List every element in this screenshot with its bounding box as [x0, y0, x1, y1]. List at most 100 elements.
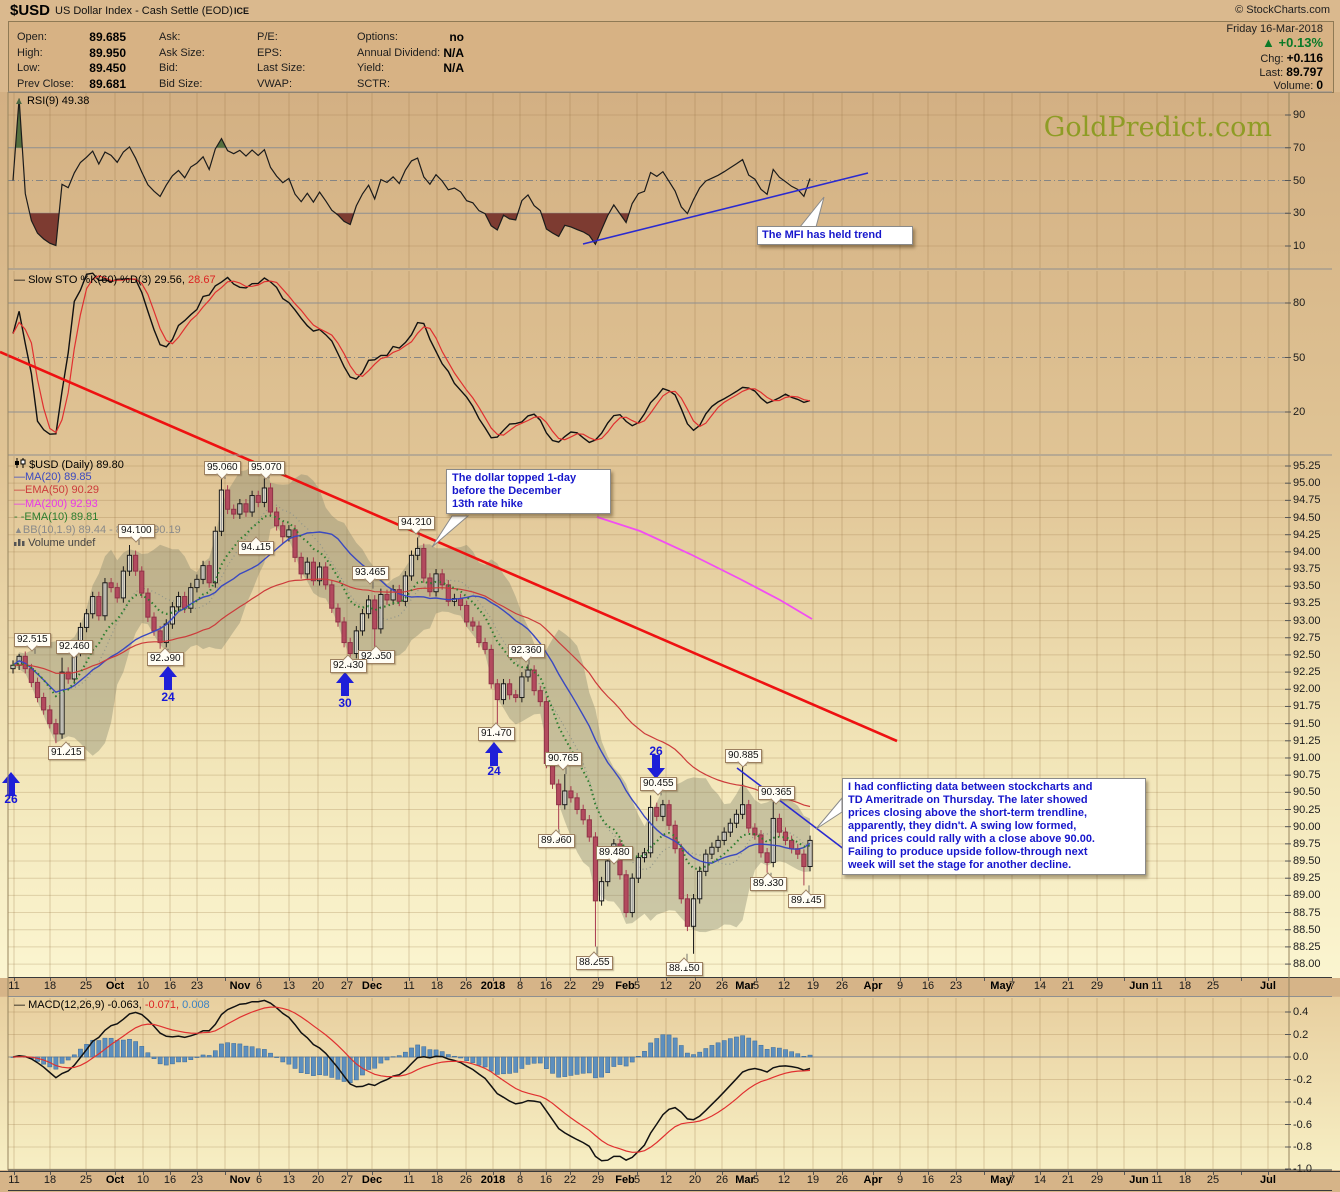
axis-tick: [1124, 1172, 1125, 1175]
axis-tick: [873, 978, 874, 981]
axis-tick: [546, 978, 547, 981]
axis-tick: [1012, 1172, 1013, 1175]
x-axis-label: 18: [43, 980, 57, 992]
high-value: 89.950: [89, 45, 126, 60]
axis-tick: [259, 1172, 260, 1175]
x-axis-label: 9: [896, 1174, 904, 1186]
y-axis-label: 89.25: [1293, 872, 1321, 885]
line-icon: —: [14, 999, 25, 1011]
x-axis-label: Nov: [229, 980, 251, 992]
axis-tick: [493, 1172, 494, 1175]
price-legend: $USD (Daily) 89.80 —MA(20) 89.85 —EMA(50…: [14, 458, 181, 550]
y-axis-label: 50: [1293, 174, 1306, 187]
price-callout: 92.460: [56, 640, 93, 659]
axis-tick: [1241, 978, 1242, 981]
y-axis-label: 80: [1293, 297, 1306, 309]
x-axis-label: 18: [430, 980, 444, 992]
x-axis-label: 6: [255, 1174, 263, 1186]
x-axis-label: 13: [282, 1174, 296, 1186]
axis-tick: [289, 978, 290, 981]
x-axis-label: 16: [539, 980, 553, 992]
y-axis-label: -0.4: [1293, 1096, 1312, 1108]
axis-tick: [722, 978, 723, 981]
y-axis-label: 92.50: [1293, 648, 1321, 661]
x-axis-label: 16: [921, 1174, 935, 1186]
legend-ma20-row: —MA(20) 89.85: [14, 471, 92, 484]
axis-tick: [197, 978, 198, 981]
x-axis-label: 11: [1151, 1174, 1163, 1186]
line-icon: —: [14, 497, 25, 510]
legend-ema50-row: —EMA(50) 90.29: [14, 484, 99, 497]
axis-tick: [466, 978, 467, 981]
x-axis-label: 12: [777, 980, 791, 992]
x-axis-label: 5: [752, 980, 760, 992]
axis-tick: [372, 1172, 373, 1175]
dividend-label: Annual Dividend:: [357, 46, 441, 59]
x-axis-label: 2018: [480, 1174, 506, 1186]
axis-tick: [143, 978, 144, 981]
yield-value: N/A: [443, 61, 464, 75]
price-callout: 90.455: [640, 777, 677, 796]
x-axis-label: 26: [835, 980, 849, 992]
axis-tick: [86, 978, 87, 981]
axis-tick: [900, 1172, 901, 1175]
price-callout: 94.115: [238, 536, 274, 555]
legend-volume-row: Volume undef: [14, 537, 181, 550]
y-axis-label: 94.75: [1293, 494, 1321, 507]
y-axis-label: 90.50: [1293, 786, 1321, 799]
y-axis-label: 50: [1293, 351, 1306, 364]
annotation-december-top: The dollar topped 1-day before the Decem…: [446, 469, 611, 514]
bid-label: Bid:: [159, 62, 178, 74]
cycle-arrow-label: 26: [4, 792, 18, 806]
axis-tick: [1241, 1172, 1242, 1175]
symbol: $USD: [10, 2, 51, 19]
price-callout: 89.480: [596, 846, 633, 865]
x-axis-label: Mar: [735, 1174, 755, 1186]
y-axis-label: 0.4: [1293, 1006, 1309, 1018]
x-axis-label: 18: [1178, 980, 1192, 992]
x-axis-label: May: [990, 1174, 1012, 1186]
x-axis-label: 5: [752, 1174, 760, 1186]
y-axis-label: 93.00: [1293, 614, 1321, 627]
price-callout: 93.465: [352, 566, 389, 585]
y-axis-label: 95.25: [1293, 460, 1321, 472]
price-callout: 89.145: [788, 889, 825, 908]
price-callout: 91.215: [48, 741, 85, 760]
y-axis-label: -1.0: [1293, 1163, 1312, 1175]
title-bar: $USD US Dollar Index - Cash Settle (EOD)…: [0, 0, 1340, 21]
vwap-label: VWAP:: [257, 77, 293, 90]
x-axis-label: 12: [659, 1174, 673, 1186]
cycle-arrow-icon: [159, 666, 177, 690]
axis-tick: [197, 1172, 198, 1175]
axis-tick: [956, 1172, 957, 1175]
axis-tick: [170, 1172, 171, 1175]
axis-tick: [50, 978, 51, 981]
x-axis-label: 29: [1090, 1174, 1104, 1186]
axis-tick: [1068, 978, 1069, 981]
y-axis-label: -0.8: [1293, 1141, 1312, 1153]
annotation-mfi-trend: The MFI has held trend: [757, 226, 913, 245]
y-axis-label: 93.25: [1293, 597, 1321, 610]
price-callout: 91.470: [478, 722, 515, 741]
axis-tick: [259, 978, 260, 981]
axis-tick: [695, 978, 696, 981]
last-row: Last: 89.797: [1259, 64, 1323, 79]
x-axis-label: 16: [921, 980, 935, 992]
axis-tick: [1185, 1172, 1186, 1175]
y-axis-label: 91.75: [1293, 700, 1321, 713]
axis-tick: [546, 1172, 547, 1175]
x-axis-label: 26: [459, 980, 473, 992]
percent-change: ▲ +0.13%: [1262, 35, 1323, 50]
axis-tick: [928, 1172, 929, 1175]
x-axis-label: 25: [79, 980, 93, 992]
axis-tick: [409, 1172, 410, 1175]
x-axis-label: 29: [1090, 980, 1104, 992]
y-axis-label: 91.25: [1293, 734, 1321, 747]
x-axis-label: 26: [835, 1174, 849, 1186]
axis-tick: [784, 978, 785, 981]
x-axis-label: Jul: [1260, 1174, 1276, 1186]
x-axis-label: Jun: [1129, 1174, 1149, 1186]
eps-label: EPS:: [257, 46, 283, 59]
volume-row: Volume: 0: [1273, 78, 1324, 92]
prev-close-value: 89.681: [89, 76, 126, 91]
